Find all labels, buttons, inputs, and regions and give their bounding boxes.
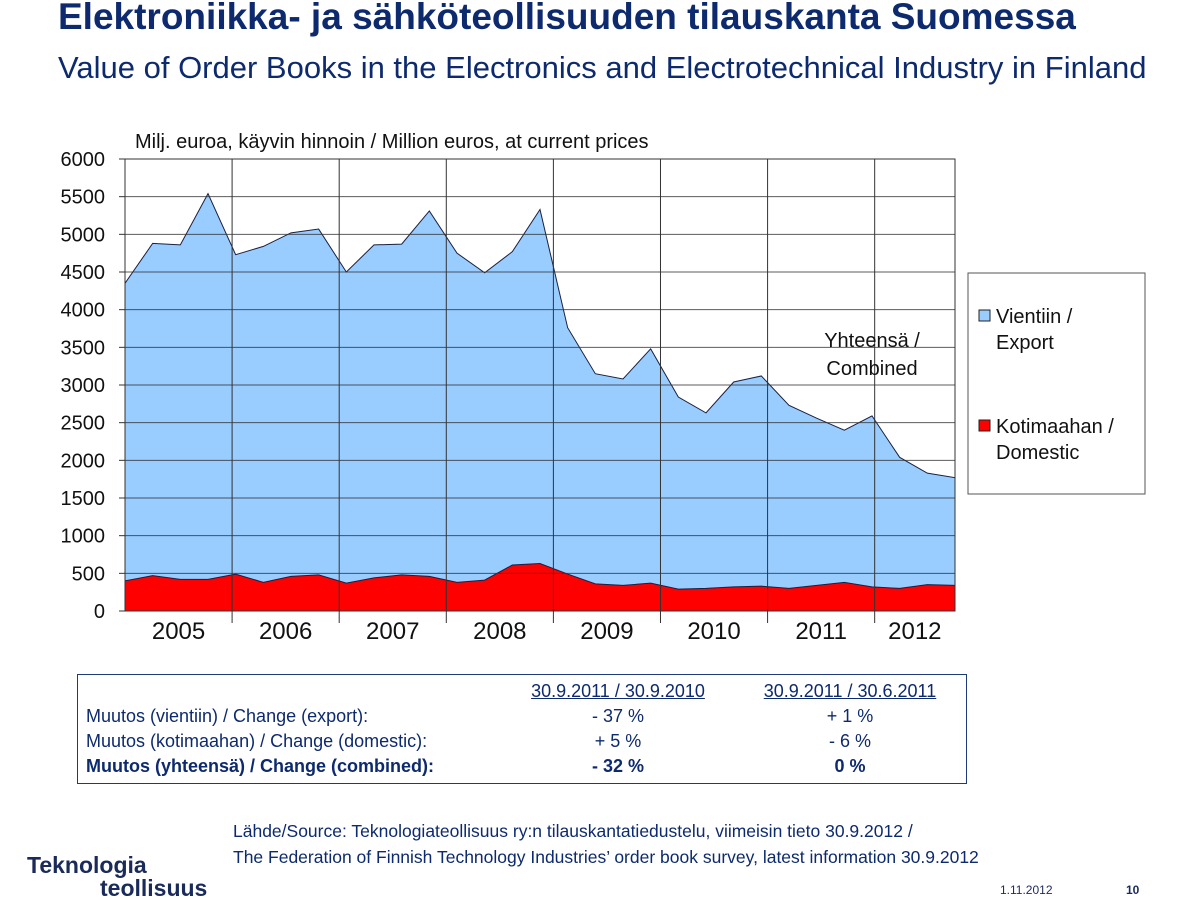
y-tick-label: 1000 (61, 526, 106, 548)
source-line: The Federation of Finnish Technology Ind… (233, 847, 979, 867)
y-tick-label: 3500 (61, 337, 106, 359)
x-tick-label: 2008 (473, 618, 526, 645)
annotation-line: Combined (826, 358, 917, 380)
logo-text: Teknologia (27, 852, 147, 878)
cell: - 37 % (591, 706, 645, 726)
y-tick-label: 6000 (61, 149, 106, 171)
annotation: Yhteensä / Combined (824, 330, 920, 380)
table-header: 30.9.2011 / 30.6.2011 (763, 681, 937, 701)
legend-swatch (978, 309, 991, 322)
table-header: 30.9.2011 / 30.9.2010 (531, 681, 705, 701)
x-tick-label: 2011 (795, 618, 847, 645)
y-tick-label: 1500 (61, 488, 106, 510)
row-label: Muutos (vientiin) / Change (export): (86, 706, 369, 726)
legend-label: Kotimaahan / Domestic (996, 416, 1114, 464)
legend-line: Export (996, 332, 1054, 354)
cell: - 32 % (591, 756, 645, 776)
x-tick-label: 2009 (580, 618, 633, 645)
table: 30.9.2011 / 30.9.2010 30.9.2011 / 30.6.20… (86, 679, 964, 779)
x-tick-label: 2012 (888, 618, 941, 645)
y-tick-label: 4500 (61, 262, 106, 284)
x-tick-label: 2007 (366, 618, 419, 645)
x-tick-label: 2010 (687, 618, 740, 645)
y-tick-label: 500 (72, 563, 105, 585)
source-line: Lähde/Source: Teknologiateollisuus ry:n … (233, 821, 913, 841)
row-label: Muutos (kotimaahan) / Change (domestic): (86, 731, 428, 751)
legend-line: Kotimaahan / (996, 416, 1114, 438)
source: Lähde/Source: Teknologiateollisuus ry:n … (233, 818, 979, 870)
axis-title: Milj. euroa, käyvin hinnoin / Million eu… (135, 131, 649, 153)
change-table: 30.9.2011 / 30.9.2010 30.9.2011 / 30.6.20… (77, 674, 967, 784)
y-tick-label: 4000 (61, 300, 106, 322)
area (125, 563, 955, 611)
legend-line: Domestic (996, 442, 1079, 464)
y-tick-label: 2500 (61, 413, 106, 435)
row-label: Muutos (yhteensä) / Change (combined): (86, 756, 435, 776)
cell: + 5 % (594, 731, 642, 751)
legend-swatch (978, 419, 991, 432)
annotation-line: Yhteensä / (824, 330, 920, 352)
legend-line: Vientiin / (996, 306, 1073, 328)
date: 1.11.2012 (1000, 883, 1053, 897)
legend-box (967, 272, 1146, 495)
y-tick-label: 0 (94, 601, 105, 623)
x-tick-label: 2006 (259, 618, 312, 645)
y-tick-label: 3000 (61, 375, 106, 397)
chart: Milj. euroa, käyvin hinnoin / Million eu… (61, 131, 1146, 645)
y-tick-label: 5500 (61, 187, 106, 209)
slide-title: Elektroniikka- ja sähköteollisuuden tila… (58, 0, 1076, 37)
y-tick-label: 5000 (61, 224, 106, 246)
cell: - 6 % (828, 731, 871, 751)
x-tick-label: 2005 (152, 618, 205, 645)
y-tick-label: 2000 (61, 450, 106, 472)
legend-label: Vientiin / Export (996, 306, 1073, 354)
plot-border (124, 158, 956, 612)
slide-subtitle: Value of Order Books in the Electronics … (58, 50, 1147, 85)
page-number: 10 (1126, 883, 1140, 897)
cell: 0 % (834, 756, 866, 776)
cell: + 1 % (826, 706, 874, 726)
logo-text: teollisuus (100, 875, 208, 901)
